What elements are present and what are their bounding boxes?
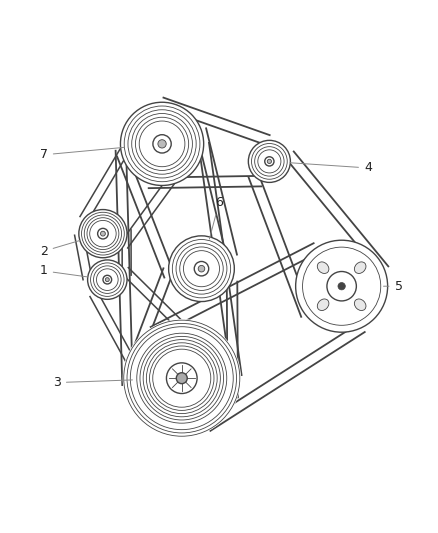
Text: 7: 7 bbox=[40, 148, 124, 161]
Circle shape bbox=[169, 236, 234, 302]
Text: 5: 5 bbox=[384, 280, 403, 293]
Circle shape bbox=[105, 278, 110, 281]
Circle shape bbox=[265, 157, 274, 166]
Circle shape bbox=[103, 276, 112, 284]
Ellipse shape bbox=[354, 299, 366, 311]
Circle shape bbox=[153, 135, 171, 153]
Circle shape bbox=[248, 140, 290, 182]
Circle shape bbox=[79, 209, 127, 258]
Circle shape bbox=[98, 228, 108, 239]
Circle shape bbox=[88, 260, 127, 300]
Circle shape bbox=[198, 265, 205, 272]
Ellipse shape bbox=[354, 262, 366, 273]
Circle shape bbox=[166, 363, 197, 393]
Circle shape bbox=[100, 231, 105, 236]
Circle shape bbox=[158, 140, 166, 148]
Ellipse shape bbox=[317, 262, 329, 273]
Circle shape bbox=[296, 240, 388, 332]
Circle shape bbox=[123, 319, 241, 437]
Circle shape bbox=[120, 102, 204, 185]
Circle shape bbox=[267, 159, 272, 164]
Text: 3: 3 bbox=[53, 376, 132, 389]
Text: 1: 1 bbox=[40, 264, 88, 277]
Circle shape bbox=[194, 262, 209, 276]
Text: 4: 4 bbox=[290, 161, 372, 174]
Text: 2: 2 bbox=[40, 240, 81, 257]
Circle shape bbox=[176, 373, 187, 384]
Circle shape bbox=[338, 282, 345, 290]
Ellipse shape bbox=[317, 299, 329, 311]
Text: 6: 6 bbox=[209, 197, 223, 239]
